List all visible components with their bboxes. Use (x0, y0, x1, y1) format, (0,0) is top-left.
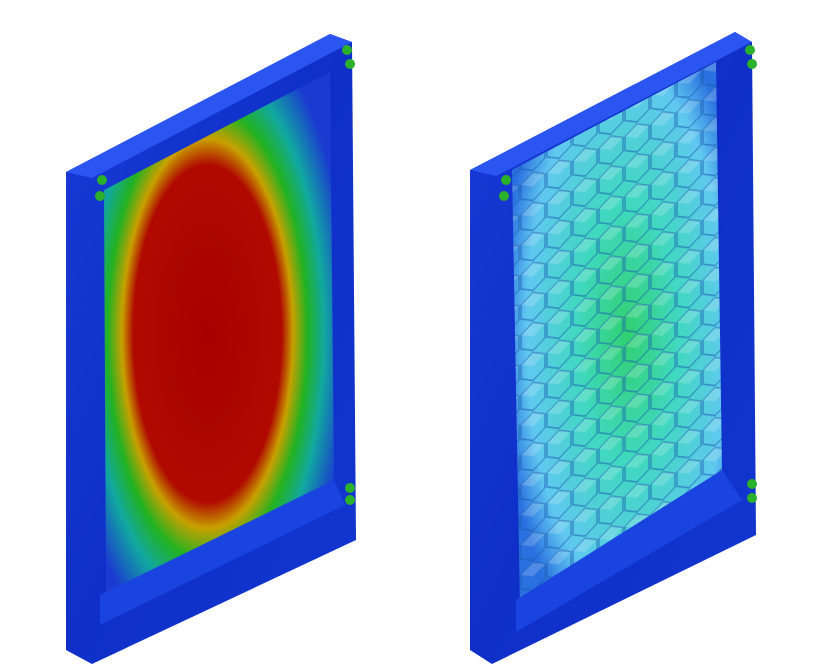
frame-bottom (516, 470, 742, 632)
frame-top (66, 34, 352, 178)
lattice-cells (512, 62, 722, 605)
stress-face (104, 72, 334, 595)
fixtures (499, 45, 757, 503)
left-panel (66, 34, 356, 664)
fixtures (95, 45, 355, 505)
frame-top (470, 32, 752, 176)
frame-bottom (100, 480, 345, 625)
right-panel (470, 32, 757, 664)
